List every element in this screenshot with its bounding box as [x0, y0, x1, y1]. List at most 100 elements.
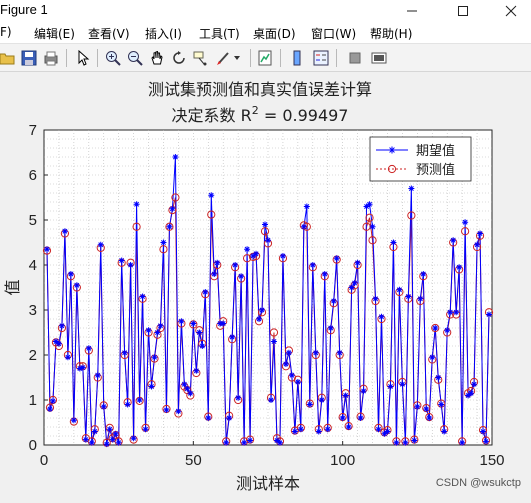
- chart-title-line2: 决定系数 R2 = 0.99497: [172, 104, 349, 125]
- star-stroke: [256, 316, 262, 322]
- rotate-icon: [173, 51, 185, 64]
- expected-point: [175, 408, 182, 415]
- x-tick-label: 150: [479, 452, 504, 469]
- legend-label-predicted: 预测值: [416, 162, 455, 178]
- expected-point: [450, 237, 457, 244]
- menu-insert[interactable]: 插入(I): [145, 27, 182, 41]
- zoom-in-button[interactable]: [104, 49, 122, 67]
- expected-point: [70, 417, 77, 424]
- expected-point: [241, 439, 248, 446]
- expected-point: [378, 313, 385, 320]
- expected-point: [426, 415, 433, 421]
- star-stroke: [271, 339, 277, 344]
- star-stroke: [232, 262, 238, 268]
- window-title: Figure 1: [0, 2, 48, 17]
- star-stroke: [205, 415, 211, 421]
- expected-point: [483, 438, 490, 445]
- star-stroke: [477, 231, 483, 236]
- expected-point: [429, 354, 436, 361]
- expected-point: [285, 349, 292, 356]
- star-stroke: [361, 388, 367, 394]
- open-button[interactable]: [0, 49, 16, 67]
- brush-button[interactable]: [214, 49, 232, 67]
- menu-tools[interactable]: 工具(T): [199, 27, 240, 41]
- star-stroke: [253, 251, 259, 257]
- star-stroke: [393, 440, 399, 446]
- pan-button[interactable]: [148, 49, 166, 67]
- x-tick-label: 50: [185, 452, 202, 469]
- expected-point: [357, 415, 364, 421]
- insert-colorbar-button[interactable]: [288, 49, 306, 67]
- expected-point: [369, 223, 376, 230]
- expected-point: [220, 320, 227, 327]
- expected-point: [49, 397, 56, 404]
- expected-point: [232, 262, 239, 268]
- star-stroke: [417, 296, 423, 302]
- expected-point: [288, 372, 295, 379]
- expected-point: [456, 264, 463, 271]
- menu-help[interactable]: 帮助(H): [370, 27, 413, 41]
- star-stroke: [104, 441, 110, 447]
- data-cursor-button[interactable]: [192, 49, 210, 67]
- star-stroke: [128, 262, 134, 268]
- rotate-button[interactable]: [170, 49, 188, 67]
- chart-title-line1: 测试集预测值和真实值误差计算: [148, 80, 372, 99]
- brush-dropdown-button[interactable]: [232, 49, 242, 67]
- star-stroke: [89, 440, 95, 446]
- data-cursor-icon: [193, 51, 207, 66]
- star-stroke: [187, 390, 193, 396]
- menu-file[interactable]: F): [0, 25, 12, 39]
- star-stroke: [175, 408, 181, 414]
- expected-point: [259, 307, 266, 313]
- expected-point: [145, 327, 152, 334]
- save-button[interactable]: [20, 49, 38, 67]
- star-stroke: [376, 426, 381, 432]
- star-stroke: [462, 219, 468, 225]
- plot-canvas[interactable]: 测试集预测值和真实值误差计算 决定系数 R2 = 0.99497 0123456…: [0, 73, 531, 499]
- close-button[interactable]: [488, 0, 531, 22]
- expected-point: [477, 230, 484, 237]
- zoom-out-button[interactable]: [126, 49, 144, 67]
- expected-point: [330, 298, 337, 304]
- star-stroke: [262, 222, 268, 227]
- predicted-point: [207, 210, 216, 219]
- star-stroke: [456, 264, 462, 270]
- star-stroke: [411, 438, 417, 443]
- star-stroke: [322, 271, 328, 277]
- expected-point: [82, 436, 89, 443]
- star-stroke: [316, 429, 322, 434]
- menu-desktop[interactable]: 桌面(D): [253, 27, 296, 41]
- expected-point: [300, 223, 307, 230]
- expected-point: [91, 428, 98, 435]
- expected-point: [318, 397, 325, 403]
- expected-point: [267, 397, 274, 403]
- menu-edit[interactable]: 编辑(E): [34, 27, 75, 41]
- star-stroke: [379, 314, 384, 320]
- edit-plot-button[interactable]: [74, 49, 92, 67]
- insert-legend-button[interactable]: [312, 49, 330, 67]
- star-stroke: [414, 404, 420, 410]
- hide-plot-tools-button[interactable]: [346, 49, 364, 67]
- minimize-button[interactable]: [389, 0, 435, 22]
- star-stroke: [265, 237, 271, 243]
- star-stroke: [396, 287, 402, 293]
- star-stroke: [277, 440, 283, 446]
- star-stroke: [238, 273, 244, 279]
- star-stroke: [399, 381, 405, 387]
- link-plot-icon: [258, 50, 272, 66]
- menu-view[interactable]: 查看(V): [88, 27, 130, 41]
- expected-point: [309, 262, 316, 268]
- legend-label-expected: 期望值: [416, 143, 455, 159]
- maximize-button[interactable]: [440, 0, 486, 22]
- expected-point: [303, 203, 310, 210]
- hide-plot-tools-icon: [349, 52, 361, 64]
- print-button[interactable]: [42, 49, 60, 67]
- star-stroke: [283, 361, 289, 367]
- menu-window[interactable]: 窗口(W): [311, 27, 357, 41]
- pointer-icon: [78, 50, 90, 66]
- y-tick-label: 3: [29, 302, 37, 319]
- link-plot-button[interactable]: [256, 49, 274, 67]
- close-icon: [505, 5, 517, 17]
- show-plot-tools-button[interactable]: [370, 49, 388, 67]
